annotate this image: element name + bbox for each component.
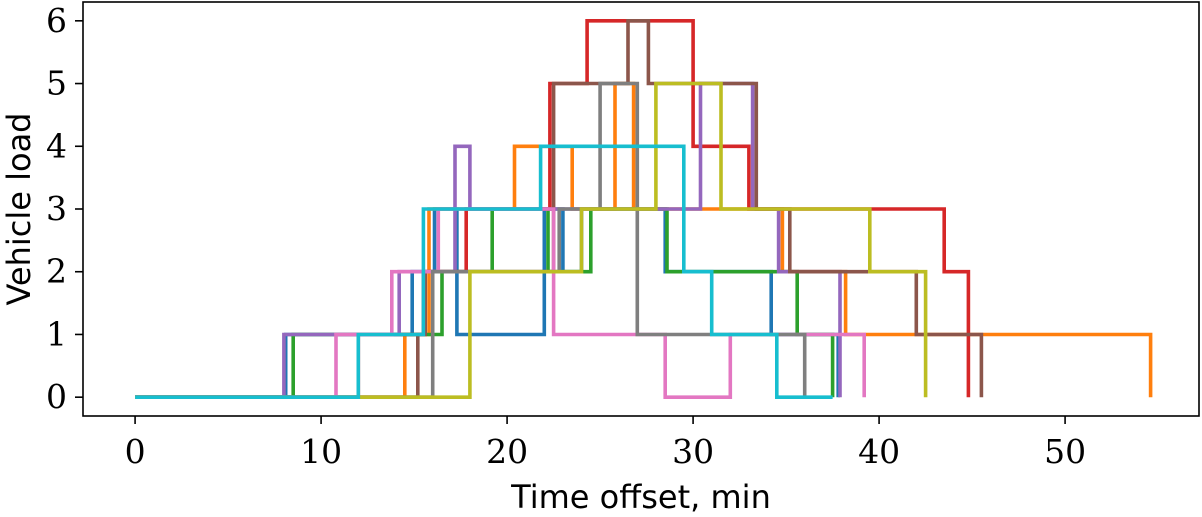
tick-layer: 0 10 20 30 40 50 0 1 2 3 4 5 6 [46, 1, 1086, 471]
x-tick-label: 10 [300, 432, 342, 471]
x-axis-label: Time offset, min [510, 478, 771, 516]
series-line-10 [135, 144, 833, 399]
x-tick-label: 40 [858, 432, 900, 471]
y-tick-label: 6 [46, 1, 67, 40]
y-tick-label: 1 [46, 314, 67, 353]
x-tick-label: 20 [486, 432, 528, 471]
series-line-7 [135, 207, 866, 399]
y-tick-label: 3 [46, 189, 67, 228]
y-tick-label: 4 [46, 126, 67, 165]
x-tick-label: 0 [125, 432, 146, 471]
x-tick-label: 30 [672, 432, 714, 471]
x-tick-label: 50 [1044, 432, 1086, 471]
series-layer [135, 19, 1153, 399]
y-axis-label: Vehicle load [0, 113, 38, 306]
y-tick-label: 2 [46, 252, 67, 291]
y-tick-label: 5 [46, 64, 67, 103]
plot-frame [82, 1, 1200, 417]
y-tick-label: 0 [46, 377, 67, 416]
